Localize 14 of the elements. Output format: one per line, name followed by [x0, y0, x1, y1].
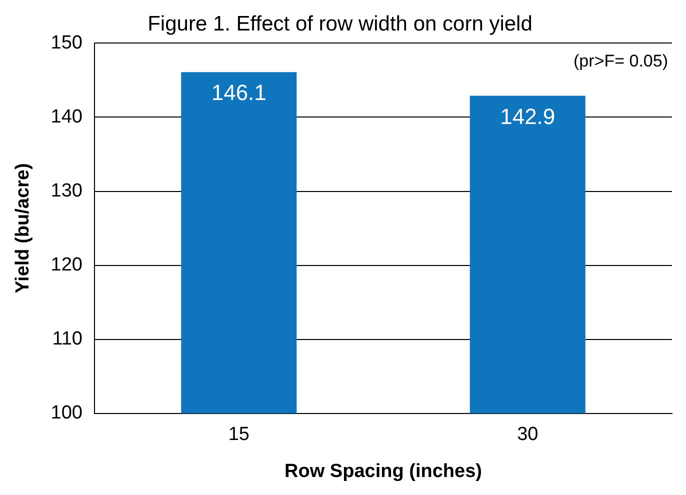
x-axis-title: Row Spacing (inches) [284, 460, 482, 482]
y-tick-label: 110 [52, 328, 82, 350]
y-tick-label: 140 [50, 106, 82, 128]
data-label: 146.1 [211, 80, 266, 106]
y-tick-label: 120 [50, 254, 82, 276]
annotation: (pr>F= 0.05) [574, 51, 668, 70]
y-axis-title: Yield (bu/acre) [12, 163, 34, 294]
y-tick-label: 100 [50, 402, 82, 424]
x-tick-label: 30 [517, 424, 538, 446]
data-label: 142.9 [500, 104, 556, 129]
chart-title: Figure 1. Effect of row width on corn yield [148, 12, 532, 36]
y-tick-label: 130 [50, 180, 82, 202]
y-tick-label: 150 [50, 32, 82, 54]
x-tick-label: 15 [228, 424, 250, 446]
